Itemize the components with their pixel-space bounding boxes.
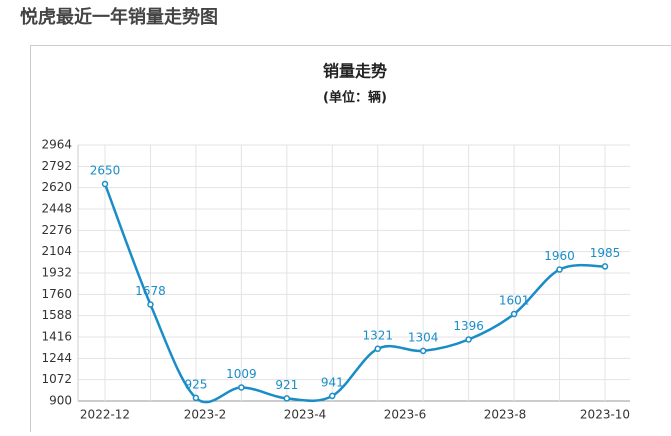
x-tick-label: 2023-8 xyxy=(484,408,527,422)
data-label: 1009 xyxy=(226,367,257,381)
data-label: 1321 xyxy=(362,328,393,342)
point xyxy=(375,346,380,351)
y-tick-label: 1760 xyxy=(41,287,72,301)
y-tick-label: 1416 xyxy=(41,330,72,344)
x-tick-label: 2022-12 xyxy=(80,408,130,422)
point xyxy=(512,312,517,317)
data-label: 2650 xyxy=(90,163,121,177)
y-tick-label: 2964 xyxy=(41,138,72,152)
data-label: 1678 xyxy=(135,284,166,298)
data-label: 1985 xyxy=(590,246,621,260)
data-label: 921 xyxy=(275,378,298,392)
point xyxy=(421,348,426,353)
point xyxy=(284,396,289,401)
chart-title: 销量走势 xyxy=(323,62,387,81)
y-tick-label: 900 xyxy=(49,394,72,408)
point xyxy=(603,264,608,269)
point xyxy=(557,267,562,272)
point xyxy=(239,385,244,390)
point xyxy=(193,395,198,400)
y-tick-label: 2276 xyxy=(41,223,72,237)
data-label: 1960 xyxy=(544,249,575,263)
data-label: 1304 xyxy=(408,330,439,344)
x-tick-label: 2023-4 xyxy=(284,408,327,422)
point xyxy=(466,337,471,342)
data-label: 1396 xyxy=(453,319,484,333)
y-tick-label: 1932 xyxy=(41,266,72,280)
point xyxy=(330,393,335,398)
y-tick-label: 2620 xyxy=(41,180,72,194)
page-title: 悦虎最近一年销量走势图 xyxy=(20,6,218,28)
point xyxy=(103,181,108,186)
data-label: 941 xyxy=(321,375,344,389)
chart-subtitle: (单位：辆) xyxy=(323,90,387,106)
y-tick-label: 2104 xyxy=(41,244,72,258)
y-tick-label: 1072 xyxy=(41,372,72,386)
x-tick-label: 2023-2 xyxy=(184,408,227,422)
x-tick-label: 2023-10 xyxy=(580,408,630,422)
y-tick-label: 2792 xyxy=(41,159,72,173)
x-tick-label: 2023-6 xyxy=(384,408,427,422)
y-tick-label: 1588 xyxy=(41,308,72,322)
data-label: 925 xyxy=(184,377,207,391)
y-tick-label: 1244 xyxy=(41,351,72,365)
data-label: 1601 xyxy=(499,294,530,308)
y-tick-label: 2448 xyxy=(41,202,72,216)
point xyxy=(148,302,153,307)
